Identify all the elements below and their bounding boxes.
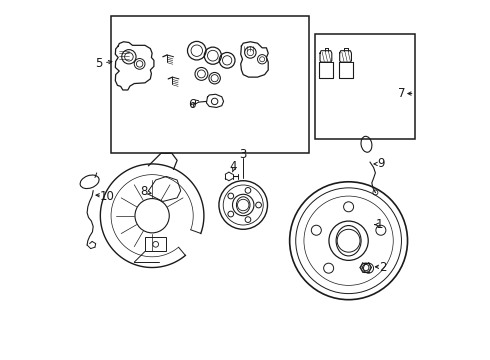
Text: 1: 1 <box>376 218 383 231</box>
Bar <box>315 33 415 139</box>
Text: 4: 4 <box>230 160 237 173</box>
Text: 5: 5 <box>96 57 103 70</box>
Text: 2: 2 <box>379 261 387 274</box>
Bar <box>145 237 167 251</box>
Bar <box>111 16 309 153</box>
Text: 9: 9 <box>377 157 385 170</box>
Text: 7: 7 <box>398 87 405 100</box>
Text: 8: 8 <box>141 185 148 198</box>
Text: 10: 10 <box>99 190 114 203</box>
Text: 3: 3 <box>240 148 247 162</box>
Text: 6: 6 <box>188 98 196 111</box>
